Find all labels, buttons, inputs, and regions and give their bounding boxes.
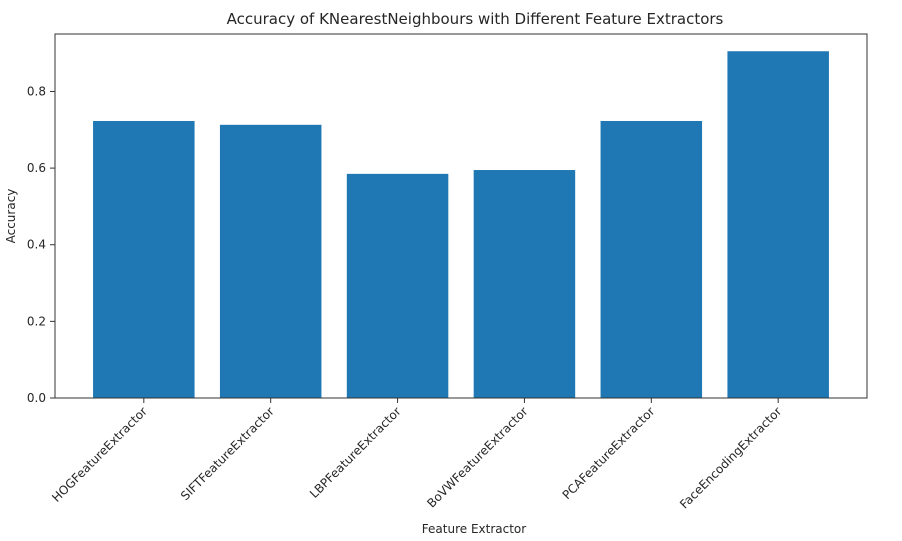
bar-lbpfeatureextractor [346,173,449,398]
x-axis-ticks: HOGFeatureExtractor SIFTFeatureExtractor L… [49,398,784,511]
y-tick-label: 0.2 [27,314,46,328]
x-tick-label: BoVWFeatureExtractor [424,404,530,510]
x-tick-label: HOGFeatureExtractor [49,404,150,505]
y-tick-label: 0.0 [27,391,46,405]
bar-siftfeatureextractor [219,124,322,399]
y-tick-label: 0.8 [27,84,46,98]
x-tick-label: SIFTFeatureExtractor [178,404,277,503]
x-tick-label: LBPFeatureExtractor [307,404,404,501]
y-axis-ticks: 0.0 0.2 0.4 0.6 0.8 [27,84,55,405]
x-tick-label: PCAFeatureExtractor [560,404,658,502]
bar-bovwfeatureextractor [473,170,576,398]
plot-frame [54,33,868,399]
bar-pcafeatureextractor [600,120,703,399]
bars-group [93,51,829,399]
bar-faceencodingextractor [727,51,829,399]
chart-title: Accuracy of KNearestNeighbours with Diff… [227,10,724,28]
bar-hogfeatureextractor [93,120,195,399]
x-tick-label: FaceEncodingExtractor [677,404,784,511]
y-axis-label: Accuracy [4,189,18,244]
y-tick-label: 0.6 [27,161,46,175]
x-axis-label: Feature Extractor [422,522,526,536]
y-tick-label: 0.4 [27,238,46,252]
